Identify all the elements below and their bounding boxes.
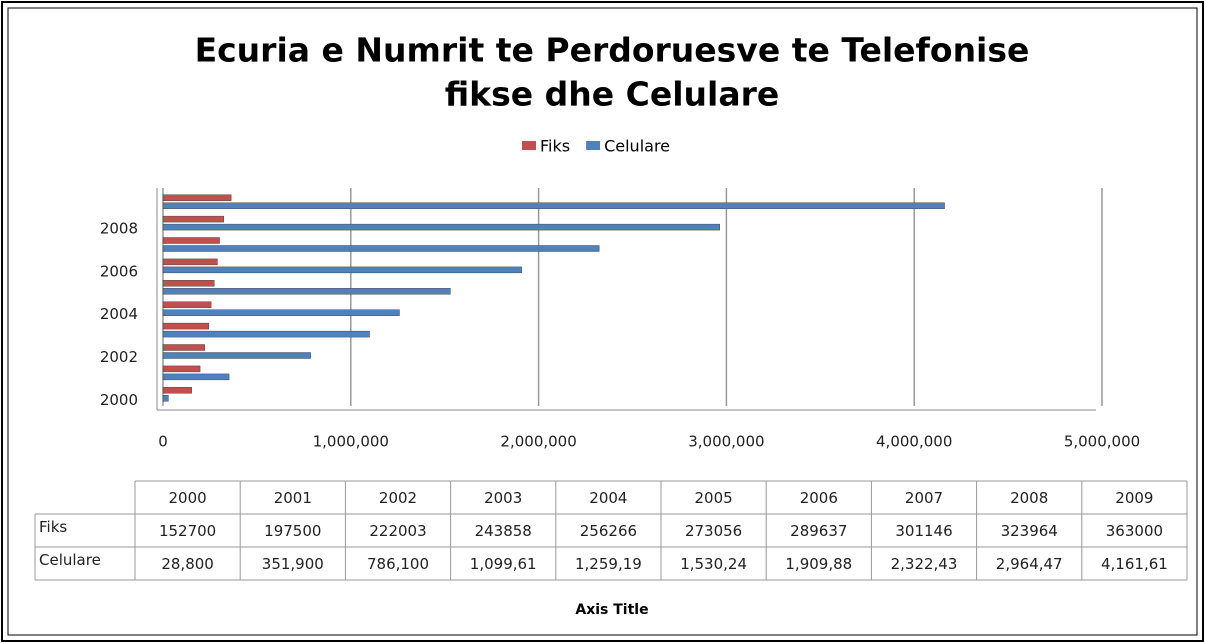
table-cell: 1,530,24 [680, 555, 747, 573]
legend-swatch [586, 141, 601, 150]
x-tick-label: 0 [158, 433, 168, 451]
legend-label: Fiks [540, 137, 570, 156]
bar [162, 395, 169, 402]
x-tick-label: 3,000,000 [688, 433, 764, 451]
table-cell: 301146 [895, 522, 952, 540]
table-cell: 323964 [1001, 522, 1058, 540]
bar [162, 237, 220, 244]
x-tick-label: 4,000,000 [876, 433, 952, 451]
bar [162, 258, 218, 266]
table-cell: 152700 [159, 522, 216, 540]
x-tick-label: 5,000,000 [1064, 433, 1140, 451]
table-cell: 2,322,43 [891, 555, 958, 573]
table-cell: 28,800 [161, 555, 214, 573]
x-tick-label: 2,000,000 [500, 433, 576, 451]
bar [162, 365, 201, 373]
table-header: 2000 [169, 489, 207, 507]
table-header: 2005 [695, 489, 733, 507]
y-tick-label: 2008 [100, 220, 138, 238]
y-tick-label: 2000 [100, 391, 138, 409]
bar [162, 194, 232, 201]
table-header: 2004 [589, 489, 627, 507]
table-cell: 2,964,47 [996, 555, 1063, 573]
table-cell: 197500 [264, 522, 321, 540]
table-row-label: Fiks [39, 518, 67, 536]
bar [162, 280, 215, 287]
legend-label: Celulare [604, 137, 670, 156]
table-header: 2009 [1115, 489, 1153, 507]
bar [162, 322, 209, 330]
table-header: 2006 [800, 489, 838, 507]
bar [162, 288, 451, 295]
table-row-label: Celulare [39, 551, 101, 569]
table-cell: 256266 [580, 522, 637, 540]
bar [162, 223, 720, 231]
bar [162, 202, 945, 209]
table-header: 2003 [484, 489, 522, 507]
bar [162, 309, 400, 316]
y-tick-label: 2006 [100, 262, 138, 280]
legend-swatch [522, 141, 536, 150]
y-tick-label: 2002 [100, 348, 138, 366]
bar [162, 373, 230, 381]
axis-title: Axis Title [575, 602, 648, 618]
table-cell: 4,161,61 [1101, 555, 1168, 573]
table-cell: 243858 [475, 522, 532, 540]
bar [162, 352, 311, 359]
bar [162, 330, 370, 338]
table-cell: 1,099,61 [470, 555, 537, 573]
chart-border [7, 7, 1198, 636]
table-header: 2001 [274, 489, 312, 507]
chart-title: fikse dhe Celulare [445, 75, 780, 114]
bar [162, 344, 205, 351]
chart-title: Ecuria e Numrit te Perdoruesve te Telefo… [195, 31, 1030, 70]
table-cell: 363000 [1106, 522, 1163, 540]
table-cell: 222003 [369, 522, 426, 540]
bar [162, 301, 212, 308]
table-cell: 289637 [790, 522, 847, 540]
bar [162, 387, 192, 394]
table-header: 2008 [1010, 489, 1048, 507]
table-header: 2002 [379, 489, 417, 507]
table-header: 2007 [905, 489, 943, 507]
x-tick-label: 1,000,000 [313, 433, 389, 451]
y-tick-label: 2004 [100, 305, 138, 323]
bar [162, 245, 600, 252]
table-cell: 786,100 [367, 555, 429, 573]
table-cell: 1,909,88 [785, 555, 852, 573]
table-cell: 1,259,19 [575, 555, 642, 573]
table-cell: 351,900 [262, 555, 324, 573]
bar [162, 215, 225, 223]
bar [162, 266, 522, 274]
table-cell: 273056 [685, 522, 742, 540]
